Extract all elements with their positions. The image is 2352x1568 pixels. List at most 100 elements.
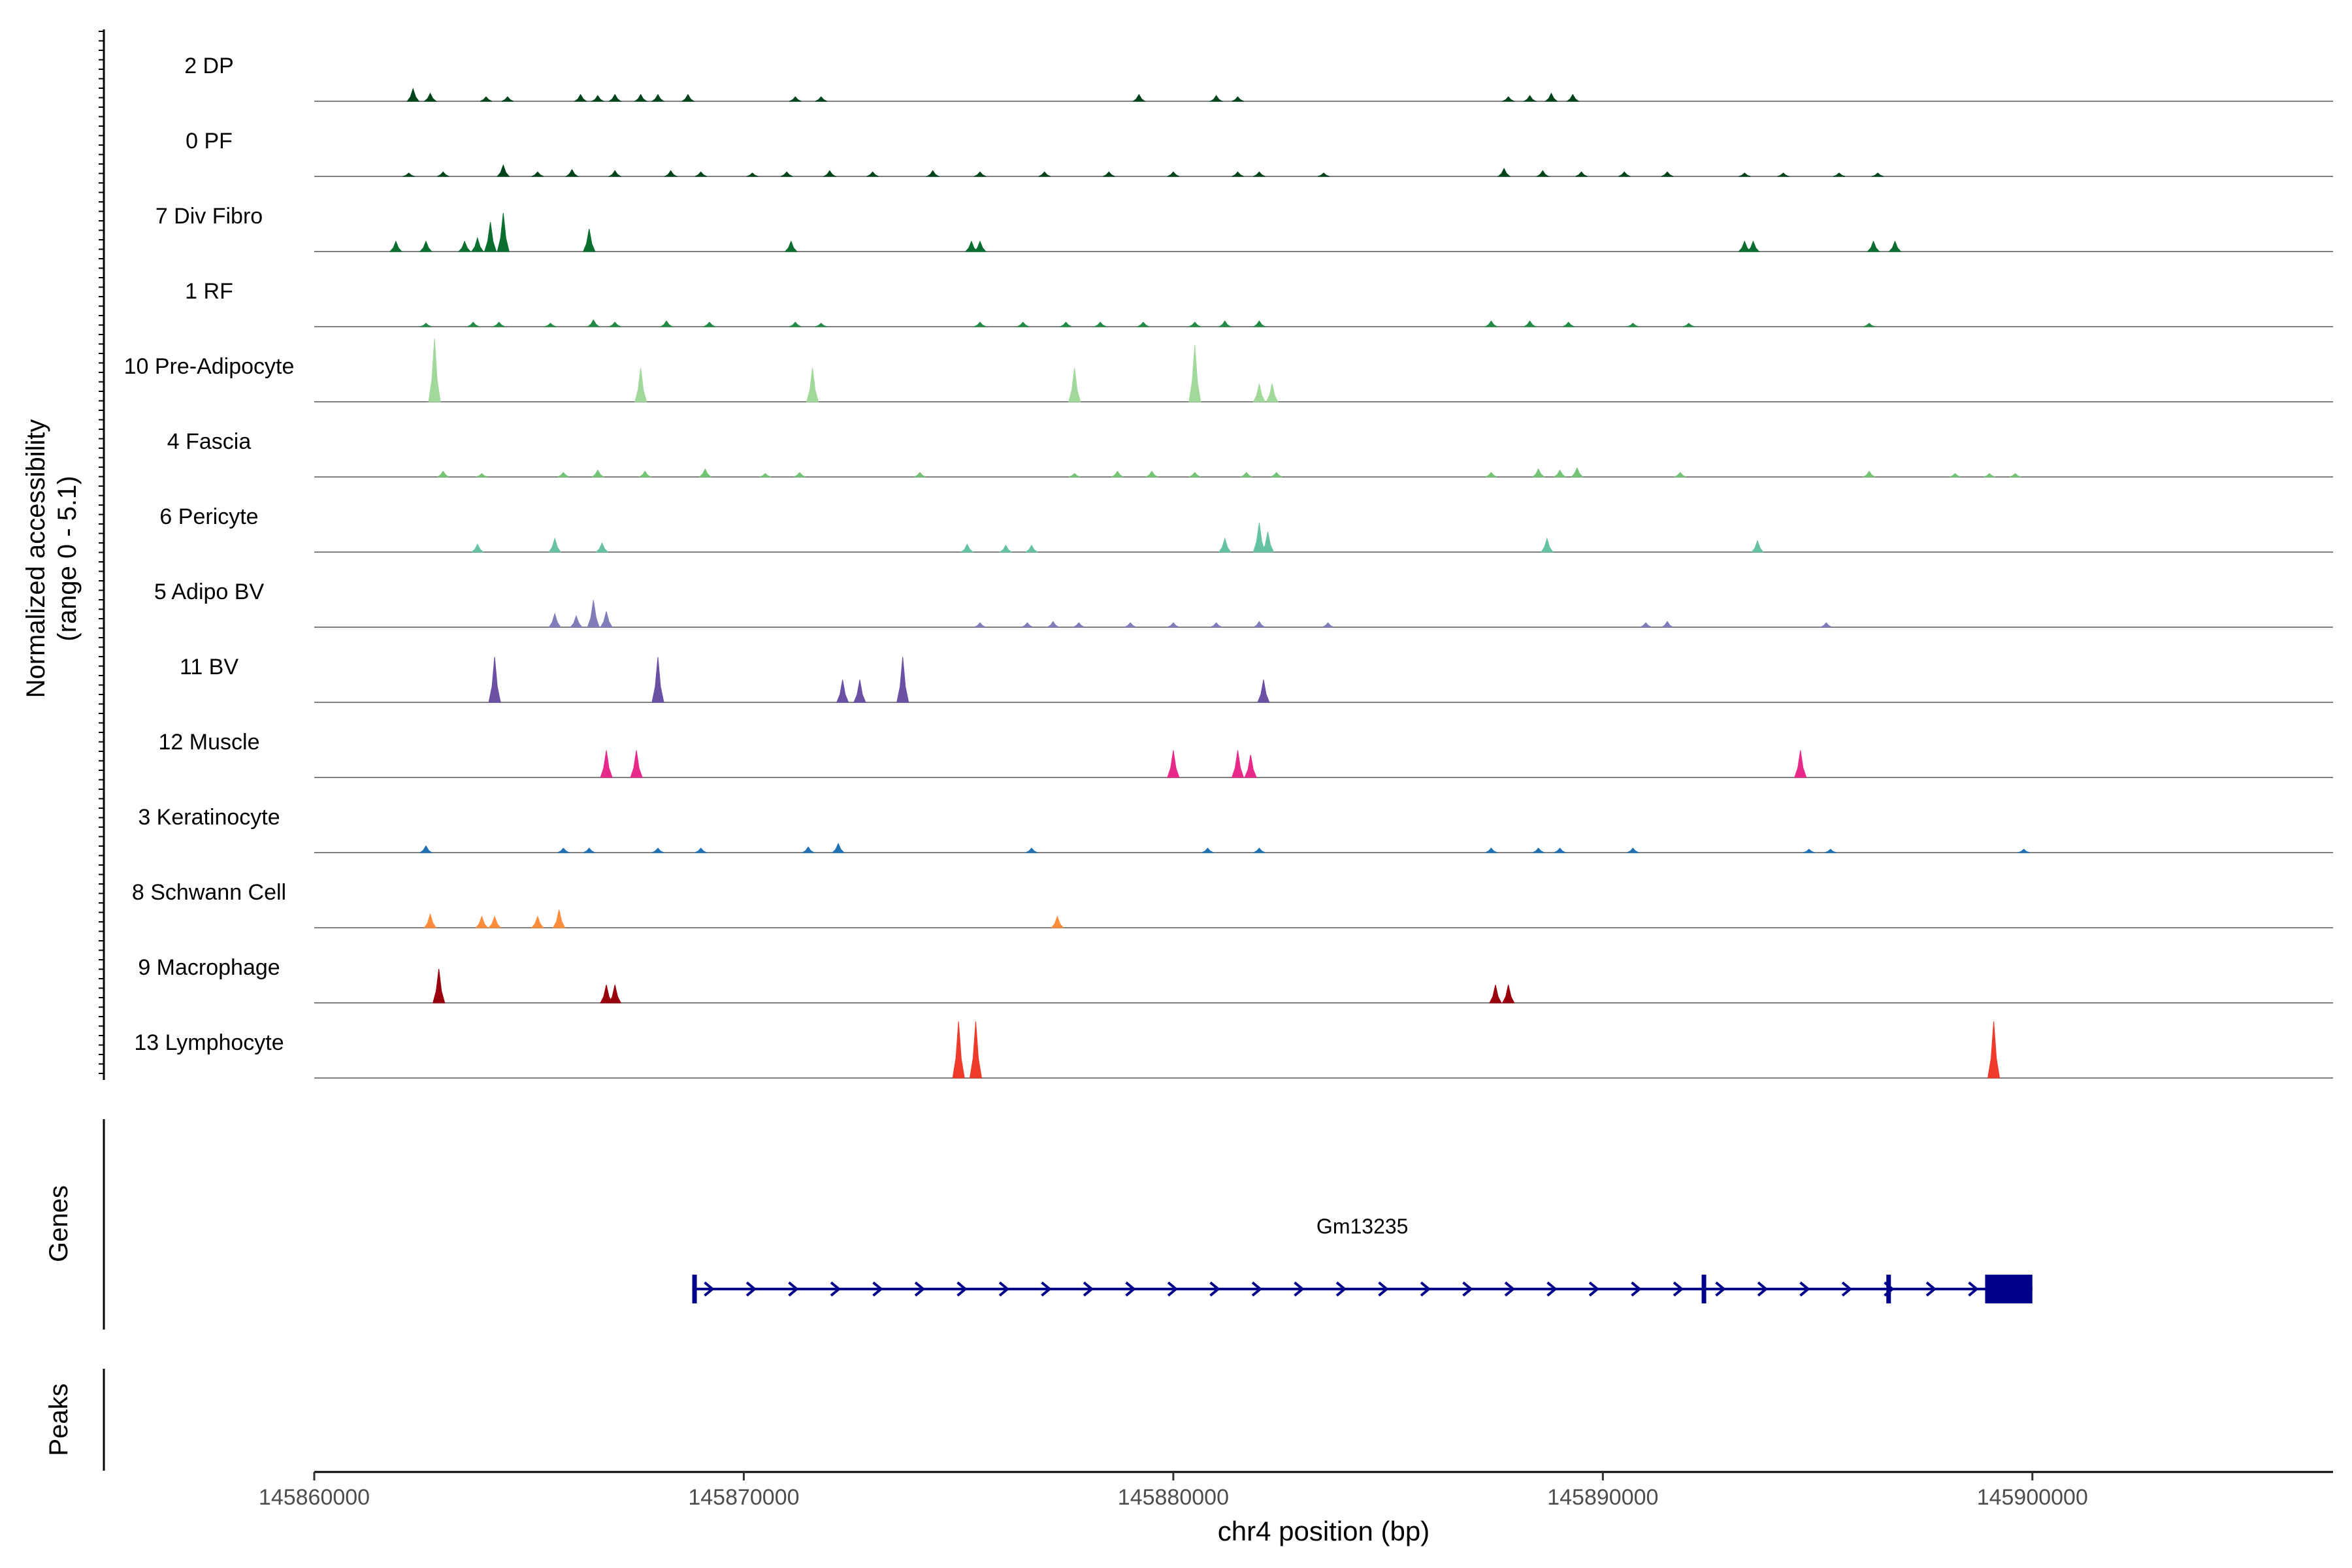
coverage-peak [1575,171,1588,177]
coverage-peak [1661,171,1674,177]
coverage-peak [1485,472,1497,478]
coverage-peak [1531,468,1546,478]
strand-arrow [745,1281,757,1297]
coverage-peak [780,171,793,177]
coverage-peak [659,320,674,327]
coverage-peak [1124,622,1137,628]
coverage-peak [493,321,505,327]
coverage-peak [1051,915,1064,928]
coverage-peak [952,1021,965,1079]
coverage-peak [1627,323,1639,327]
coverage-peak [1253,847,1266,853]
coverage-peak [1618,171,1631,177]
coverage-peak [1218,537,1232,553]
coverage-tracks: 2 DP 0 PF 7 Div Fibro 1 RF 10 Pre-Adipocyte 4… [124,54,2333,1079]
x-tick-label: 145860000 [259,1485,370,1510]
coverage-peak [1167,622,1180,628]
track-7-div-fibro: 7 Div Fibro [155,204,2333,252]
coverage-peak [608,93,622,102]
coverage-peak [470,543,485,553]
coverage-peak [1240,472,1252,478]
coverage-peak [853,679,866,703]
coverage-peak [1639,622,1652,628]
strand-arrow [1588,1281,1600,1297]
coverage-peak [1231,750,1245,778]
track-6-pericyte: 6 Pericyte [159,504,2333,553]
coverage-peak [1244,755,1257,778]
coverage-peak [1188,345,1201,402]
coverage-peak [419,240,433,252]
coverage-peak [694,847,707,853]
strand-arrow [1420,1281,1431,1297]
strand-arrow [704,1281,715,1297]
strand-arrow [1546,1281,1558,1297]
strand-arrow [956,1281,968,1297]
coverage-peak [634,367,647,402]
strand-arrow [1504,1281,1516,1297]
coverage-peak [583,229,596,252]
coverage-peak [1522,320,1537,327]
coverage-peak [1110,470,1125,478]
strand-arrow [998,1281,1010,1297]
coverage-peak [1532,847,1544,853]
strand-arrow [1968,1281,1979,1297]
track-label: 5 Adipo BV [154,580,265,604]
coverage-peak [925,170,940,177]
coverage-peak [913,472,926,478]
gene-track: Gm13235 [692,1215,2033,1303]
coverage-peak [1068,473,1081,478]
coverage-peak [1674,472,1686,478]
y-axis-title-line1: Normalized accessibility [22,419,50,698]
coverage-peak [1501,985,1515,1004]
coverage-peak [574,93,588,102]
coverage-peak [586,319,600,327]
strand-arrow [1715,1281,1726,1297]
strand-arrow [788,1281,799,1297]
coverage-peak [1627,847,1639,853]
x-tick-label: 145900000 [1977,1485,2088,1510]
coverage-peak [801,846,815,853]
coverage-peak [1824,849,1837,853]
coverage-peak [836,679,849,703]
coverage-peak [476,473,488,478]
track-11-bv: 11 BV [180,655,2333,703]
coverage-peak [1484,320,1499,327]
coverage-peak [1502,96,1514,102]
coverage-peak [1137,321,1150,327]
x-tick-label: 145890000 [1547,1485,1658,1510]
coverage-peak [595,542,609,553]
track-0-pf: 0 PF [186,129,2333,177]
coverage-peak [896,657,909,703]
coverage-peak [1188,472,1201,478]
coverage-peak [1987,1021,2001,1079]
strand-arrow [1335,1281,1347,1297]
coverage-peak [1570,466,1584,478]
coverage-peak [1188,321,1201,327]
track-label: 4 Fascia [167,429,252,454]
coverage-peak [564,169,580,177]
coverage-peak [1094,321,1107,327]
coverage-peak [630,750,643,778]
track-13-lymphocyte: 13 Lymphocyte [134,1021,2333,1079]
coverage-peak [1252,320,1267,327]
coverage-peak [1232,171,1244,177]
track-label: 3 Keratinocyte [138,805,280,830]
coverage-peak [419,845,433,853]
coverage-peak [1553,469,1567,478]
coverage-peak [698,468,712,478]
gene-exon [692,1275,697,1303]
track-2-dp: 2 DP [184,54,2333,102]
track-3-keratinocyte: 3 Keratinocyte [138,805,2333,853]
coverage-peak [1257,679,1270,703]
gene-exon [1985,1275,2033,1303]
coverage-peak [1833,172,1846,177]
y-axis-title-line2: (range 0 - 5.1) [53,476,82,641]
strand-arrow [1167,1281,1179,1297]
coverage-peak [634,93,648,102]
track-label: 10 Pre-Adipocyte [124,354,295,379]
strand-arrow [830,1281,841,1297]
coverage-peak [1266,384,1279,402]
y-axis-title: Normalized accessibility (range 0 - 5.1) [22,419,82,698]
